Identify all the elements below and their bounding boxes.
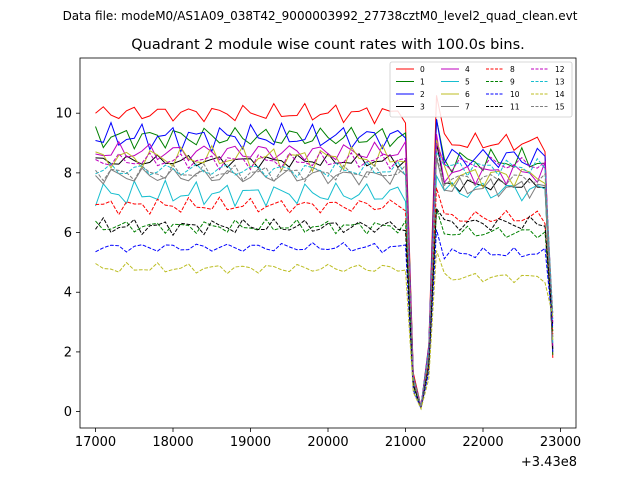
y-tick-label: 2 — [64, 345, 72, 360]
x-offset-label: +3.43e8 — [521, 455, 577, 470]
x-tick-label: 21000 — [385, 435, 426, 450]
x-tick-label: 18000 — [152, 435, 193, 450]
legend-label-10: 10 — [510, 90, 520, 99]
legend-label-13: 13 — [555, 78, 565, 87]
series-2-line — [95, 119, 554, 407]
legend-label-7: 7 — [465, 103, 470, 112]
series-12-line — [95, 142, 554, 407]
legend-label-9: 9 — [510, 78, 515, 87]
series-6-line — [95, 139, 554, 408]
series-7-line — [95, 157, 554, 408]
series-4-line — [95, 134, 554, 408]
x-tick-label: 22000 — [462, 435, 503, 450]
series-15-line — [95, 154, 554, 408]
series-10-line — [95, 229, 554, 411]
legend-label-14: 14 — [555, 90, 565, 99]
series-1-line — [95, 119, 554, 407]
series-14-line — [95, 250, 554, 411]
legend-label-2: 2 — [420, 90, 425, 99]
series-8-line — [95, 187, 554, 408]
y-tick-label: 8 — [64, 166, 72, 181]
series-group — [95, 95, 554, 411]
x-tick-label: 20000 — [307, 435, 348, 450]
x-tick-label: 19000 — [230, 435, 271, 450]
y-tick-label: 10 — [55, 107, 72, 122]
y-tick-label: 6 — [64, 226, 72, 241]
series-0-line — [95, 95, 554, 407]
legend-label-5: 5 — [465, 78, 470, 87]
y-tick-label: 0 — [64, 405, 72, 420]
series-9-line — [95, 208, 554, 410]
legend-label-1: 1 — [420, 78, 425, 87]
legend-label-3: 3 — [420, 103, 425, 112]
chart-title: Quadrant 2 module wise count rates with … — [131, 37, 525, 53]
series-5-line — [95, 174, 554, 408]
legend-label-8: 8 — [510, 65, 515, 74]
series-13-line — [95, 150, 554, 407]
chart-suptitle: Data file: modeM0/AS1A09_038T42_90000039… — [63, 9, 578, 23]
legend-label-12: 12 — [555, 65, 565, 74]
legend-label-6: 6 — [465, 90, 470, 99]
series-11-line — [95, 207, 554, 410]
x-tick-label: 23000 — [540, 435, 581, 450]
legend-label-0: 0 — [420, 65, 425, 74]
plot-area: 17000 18000 19000 20000 21000 22000 23000 0 2 4 6 8… — [55, 57, 581, 450]
legend-label-4: 4 — [465, 65, 470, 74]
legend-box — [389, 61, 573, 118]
y-tick-label: 4 — [64, 286, 72, 301]
legend-label-11: 11 — [510, 103, 520, 112]
x-tick-label: 17000 — [75, 435, 116, 450]
legend-label-15: 15 — [555, 103, 565, 112]
